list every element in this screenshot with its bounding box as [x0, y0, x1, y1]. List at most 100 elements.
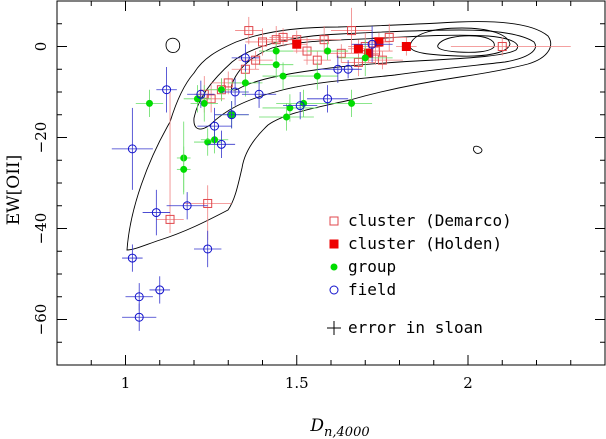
y-tick-label: −20: [32, 122, 50, 154]
point-marker: [193, 95, 201, 103]
point-marker: [203, 198, 213, 208]
x-tick-label: 1: [121, 374, 131, 392]
point-marker: [217, 86, 225, 94]
legend-marker: [330, 263, 338, 271]
legend-marker: [329, 285, 339, 295]
contour-island-right: [472, 145, 483, 154]
point-marker: [286, 104, 294, 112]
y-tick-label: −40: [32, 213, 50, 245]
point-marker: [258, 37, 267, 47]
data-point: [194, 230, 222, 268]
point-marker: [353, 57, 363, 67]
series-group: [135, 39, 393, 195]
point-marker: [278, 32, 288, 42]
point-marker: [313, 72, 321, 80]
point-marker: [295, 101, 305, 111]
legend-label: field: [348, 280, 396, 299]
data-point: [238, 51, 273, 70]
point-marker: [361, 54, 369, 62]
data-point: [337, 39, 393, 77]
data-point: [187, 80, 215, 108]
point-marker: [374, 37, 384, 47]
data-point: [207, 130, 236, 158]
point-marker: [282, 113, 290, 121]
data-point: [214, 101, 249, 129]
point-marker: [127, 253, 137, 263]
x-tick-label: 1.5: [285, 374, 309, 392]
legend-label: cluster (Holden): [348, 234, 502, 253]
point-marker: [216, 139, 226, 149]
data-point: [183, 85, 212, 113]
point-marker: [155, 285, 165, 295]
data-point: [156, 92, 184, 234]
data-point: [235, 16, 263, 45]
point-marker: [348, 99, 356, 107]
point-marker: [230, 87, 240, 97]
point-marker: [343, 64, 353, 74]
data-point: [331, 89, 373, 118]
data-point: [286, 35, 308, 54]
point-marker: [240, 53, 250, 63]
legend-label: group: [348, 257, 396, 276]
contour-3: [230, 34, 518, 91]
contour-outer: [126, 21, 552, 251]
data-points: [111, 7, 571, 331]
legend: cluster (Demarco) cluster (Holden) group fi…: [327, 211, 512, 337]
point-marker: [336, 48, 346, 58]
point-marker: [254, 89, 264, 99]
data-point: [307, 26, 342, 54]
x-axis-label: Dn,4000: [309, 416, 369, 439]
y-tick-label: 0: [32, 42, 50, 52]
point-marker: [204, 138, 212, 146]
point-marker: [323, 94, 333, 104]
point-marker: [210, 121, 220, 131]
series-cluster-demarco-: [156, 7, 571, 240]
point-marker: [227, 110, 237, 120]
series-field: [111, 26, 393, 331]
data-point: [307, 41, 349, 61]
data-point: [122, 244, 143, 272]
point-marker: [151, 208, 161, 218]
data-point: [241, 80, 277, 108]
data-point: [269, 28, 297, 47]
data-point: [262, 94, 318, 122]
data-point: [259, 41, 294, 61]
point-marker: [196, 89, 206, 99]
data-point: [149, 276, 171, 304]
point-marker: [162, 85, 172, 95]
data-point: [334, 60, 362, 79]
legend-entry: cluster (Demarco): [329, 211, 512, 230]
point-marker: [272, 47, 280, 55]
data-point: [450, 37, 571, 56]
point-marker: [134, 312, 144, 322]
data-point: [221, 78, 249, 106]
legend-marker: [329, 216, 339, 226]
axis-ticks: 1 1.5 2 0 −20 −40 −60: [32, 0, 606, 392]
point-marker: [384, 32, 394, 42]
point-marker: [134, 292, 144, 302]
contour-4: [409, 27, 511, 57]
point-marker: [200, 99, 208, 107]
data-point: [396, 37, 417, 56]
data-point: [351, 26, 393, 63]
point-marker: [272, 61, 280, 69]
data-point: [122, 303, 157, 331]
data-point: [176, 146, 191, 193]
data-point: [231, 44, 260, 72]
point-marker: [251, 55, 261, 65]
point-marker: [182, 201, 192, 211]
point-marker: [241, 79, 249, 87]
data-point: [331, 7, 373, 54]
data-point: [228, 69, 263, 97]
data-point: [307, 85, 349, 113]
data-point: [190, 85, 218, 122]
data-point: [283, 92, 318, 120]
point-marker: [244, 26, 254, 36]
data-point: [207, 78, 236, 102]
point-marker: [353, 44, 363, 54]
x-axis-label-base: D: [309, 416, 324, 436]
legend-entry: field: [329, 280, 396, 299]
data-point: [372, 23, 407, 52]
point-marker: [401, 42, 411, 51]
